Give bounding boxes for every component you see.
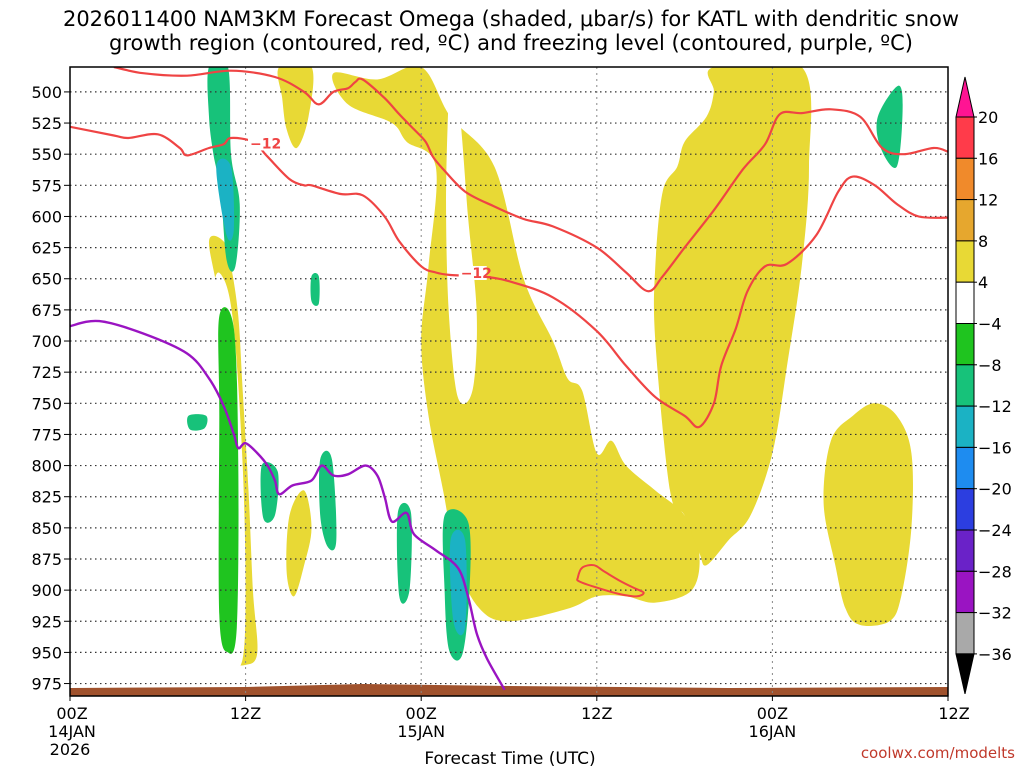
x-year-label: 2026: [50, 740, 91, 759]
colorbar-label: −20: [978, 480, 1012, 499]
omega-region: [286, 490, 312, 597]
y-tick-label: 600: [31, 207, 62, 226]
y-tick-label: 650: [31, 270, 62, 289]
terrain-ground: [70, 684, 948, 696]
colorbar-label: −28: [978, 562, 1012, 581]
x-tick-label: 00Z: [406, 704, 437, 723]
y-tick-label: 750: [31, 394, 62, 413]
y-tick-label: 825: [31, 488, 62, 507]
omega-region: [823, 403, 913, 627]
chart-title-line1: 2026011400 NAM3KM Forecast Omega (shaded…: [63, 7, 959, 31]
x-tick-label: 00Z: [56, 704, 87, 723]
freezing-level-line: [70, 319, 506, 691]
contour-label: −12: [250, 136, 281, 152]
omega-region: [218, 307, 239, 654]
y-tick-label: 725: [31, 363, 62, 382]
x-tick-label: 00Z: [757, 704, 788, 723]
omega-region: [332, 67, 700, 622]
colorbar-bin: [955, 612, 975, 655]
credit-text: coolwx.com/modelts: [861, 744, 1015, 762]
colorbar-bin: [955, 116, 975, 159]
y-axis: 500 525 550 575 600 625 650 675 700 725 750 775 800 8…: [31, 83, 70, 694]
dgz-closed-contour: [576, 564, 645, 598]
plot-border: [69, 66, 949, 697]
isotherm-upper-line: [113, 67, 948, 293]
colorbar-bin: [955, 240, 975, 283]
colorbar-bin: [955, 570, 975, 614]
x-tick-label: 12Z: [230, 704, 261, 723]
y-tick-label: 800: [31, 457, 62, 476]
y-tick-label: 500: [31, 83, 62, 102]
colorbar-bin: [955, 157, 975, 201]
chart-title-line2: growth region (contoured, red, ºC) and f…: [109, 31, 913, 55]
x-axis-label: Forecast Time (UTC): [424, 749, 595, 768]
y-tick-label: 875: [31, 550, 62, 569]
y-tick-label: 575: [31, 176, 62, 195]
y-tick-label: 850: [31, 519, 62, 538]
y-tick-label: 975: [31, 675, 62, 694]
x-tick-label: 12Z: [938, 704, 969, 723]
colorbar: 20 16 12 8 4 −4 −8 −12 −16 −20 −24 −28 −32 −36: [955, 76, 1012, 695]
colorbar-label: 16: [978, 149, 998, 168]
grid-lines: [70, 67, 948, 696]
contour-label-bg: [247, 136, 276, 151]
colorbar-bin: [955, 405, 975, 448]
omega-region: [216, 158, 235, 241]
x-date-label: 16JAN: [749, 722, 797, 741]
colorbar-label: −16: [978, 438, 1012, 457]
colorbar-label: −32: [978, 604, 1012, 623]
colorbar-label: 20: [978, 108, 998, 127]
y-tick-label: 550: [31, 145, 62, 164]
y-tick-label: 925: [31, 612, 62, 631]
colorbar-label: −36: [978, 645, 1012, 664]
colorbar-label: −24: [978, 521, 1012, 540]
y-tick-label: 675: [31, 301, 62, 320]
colorbar-under-triangle: [955, 653, 975, 695]
colorbar-label: 12: [978, 191, 998, 210]
colorbar-label: −12: [978, 397, 1012, 416]
y-tick-label: 525: [31, 114, 62, 133]
colorbar-label: 8: [978, 232, 988, 251]
x-date-label: 15JAN: [397, 722, 445, 741]
omega-region: [310, 272, 320, 306]
colorbar-bin: [955, 199, 975, 242]
contour-lines: −12 −12: [70, 67, 948, 691]
y-tick-label: 700: [31, 332, 62, 351]
colorbar-bin: [955, 364, 975, 407]
omega-region: [449, 529, 467, 636]
colorbar-over-triangle: [955, 76, 975, 118]
omega-region: [277, 67, 314, 149]
colorbar-label: −8: [978, 356, 1002, 375]
colorbar-bin: [955, 323, 975, 366]
plot-frame: [69, 66, 949, 697]
colorbar-label: 4: [978, 273, 988, 292]
colorbar-label: −4: [978, 315, 1002, 334]
contour-label: −12: [461, 266, 492, 282]
colorbar-bin: [955, 488, 975, 531]
y-tick-label: 775: [31, 425, 62, 444]
x-tick-label: 12Z: [581, 704, 612, 723]
colorbar-bin: [955, 446, 975, 490]
omega-region: [187, 414, 208, 431]
x-date-label: 14JAN: [48, 722, 96, 741]
colorbar-bin: [955, 529, 975, 572]
y-tick-label: 900: [31, 581, 62, 600]
contour-label-bg: [458, 266, 487, 281]
colorbar-bin: [955, 281, 975, 325]
y-tick-label: 950: [31, 643, 62, 662]
y-tick-label: 625: [31, 239, 62, 258]
